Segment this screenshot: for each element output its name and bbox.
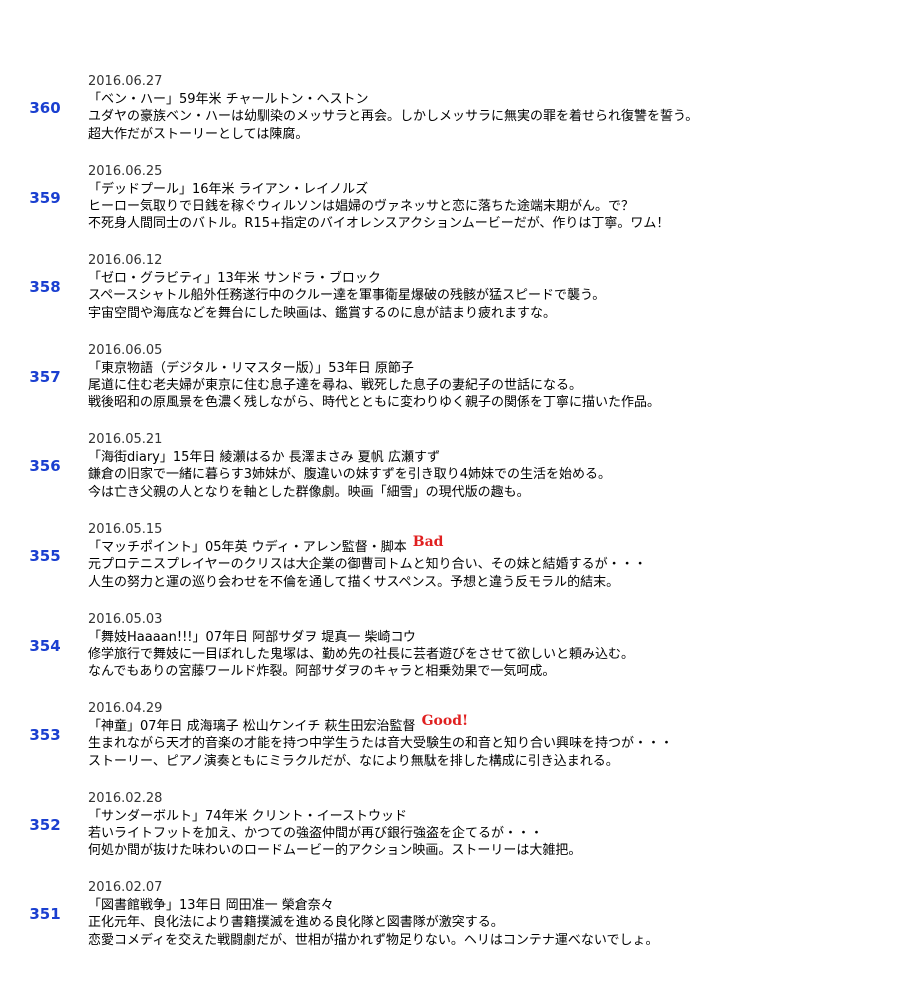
entry-date: 2016.06.27 [88,74,163,89]
entry-date: 2016.05.15 [88,522,163,537]
description-line: 修学旅行で舞妓に一目ぼれした鬼塚は、勤め先の社長に芸者遊びをさせて欲しいと頼み込… [88,646,635,662]
entry-number: 357 [29,367,61,386]
title-text: 「舞妓Haaaan!!!」07年日 阿部サダヲ 堤真一 柴崎コウ [88,629,416,645]
title-text: 「東京物語（デジタル・リマスター版）」53年日 原節子 [88,360,414,376]
rating-badge: Bad [412,534,444,550]
title-text: 「海街diary」15年日 綾瀬はるか 長澤まさみ 夏帆 広瀬すず [88,450,440,466]
description-line: スペースシャトル船外任務遂行中のクルー達を軍事衛星爆破の残骸が猛スピードで襲う。 [88,288,606,304]
title-text: 「デッドプール」16年米 ライアン・レイノルズ [88,181,369,197]
entry-title: 「ゼロ・グラビティ」13年米 サンドラ・ブロック [88,270,381,287]
entry-number: 358 [29,278,61,297]
description-line: 恋愛コメディを交えた戦闘劇だが、世相が描かれず物足りない。ヘリはコンテナ運べない… [88,932,659,948]
entry-number: 354 [29,636,61,655]
entry-date: 2016.04.29 [88,701,163,717]
description-line: 今は亡き父親の人となりを軸とした群像劇。映画「細雪」の現代版の趣も。 [88,484,530,500]
review-entry: 360 2016.06.27 「ベン・ハー」59年米 チャールトン・ヘストンユダヤの… [0,73,900,153]
entry-title: 「舞妓Haaaan!!!」07年日 阿部サダヲ 堤真一 柴崎コウ [88,629,416,646]
entry-number: 359 [29,188,61,207]
entry-date: 2016.06.12 [88,253,163,269]
review-entry: 354 2016.05.03 「舞妓Haaaan!!!」07年日 阿部サダヲ 堤真一… [0,611,900,691]
entry-number: 355 [29,547,61,565]
description-line: 人生の努力と運の巡り会わせを不倫を通して描くサスペンス。予想と違う反モラル的結末… [88,574,620,590]
entry-title: 「ベン・ハー」59年米 チャールトン・ヘストン [88,91,369,108]
review-entry: 359 2016.06.25 「デッドプール」16年米 ライアン・レイノルズ ヒーロー… [0,163,900,243]
title-text: 「ゼロ・グラビティ」13年米 サンドラ・ブロック [88,271,381,287]
entry-title: 「サンダーボルト」74年米 クリント・イーストウッド [88,808,407,825]
entry-date: 2016.05.21 [88,432,163,448]
review-entry: 351 2016.02.07 「図書館戦争」13年日 岡田准一 榮倉奈々 正化元年、良… [0,879,900,959]
entry-title: 「マッチポイント」05年英 ウディ・アレン監督・脚本 Bad [88,534,443,556]
entry-title: 「神童」07年日 成海璃子 松山ケンイチ 萩生田宏治監督 Good! [88,713,468,735]
description-line: ユダヤの豪族ベン・ハーは幼馴染のメッサラと再会。しかしメッサラに無実の罪を着せら… [88,109,699,124]
entry-date: 2016.06.05 [88,342,163,358]
entry-title: 「海街diary」15年日 綾瀬はるか 長澤まさみ 夏帆 広瀬すず [88,449,440,466]
description-line: 鎌倉の旧家で一緒に暮らす3姉妹が、腹違いの妹すずを引き取り4姉妹での生活を始める… [88,467,612,483]
entry-title: 「デッドプール」16年米 ライアン・レイノルズ [88,181,368,198]
entry-title: 「東京物語（デジタル・リマスター版）」53年日 原節子 [88,360,414,377]
description-line: 正化元年、良化法により書籍撲滅を進める良化隊と図書隊が激突する。 [88,915,504,931]
entry-number: 351 [29,905,61,924]
description-line: 宇宙空間や海底などを舞台にした映画は、鑑賞するのに息が詰まり疲れますな。 [88,305,557,321]
description-line: 不死身人間同士のバトル。R15+指定のバイオレンスアクションムービーだが、作りは… [88,216,670,232]
description-line: 生まれながら天才的音楽の才能を持つ中学生うたは音大受験生の和音と知り合い興味を持… [88,736,674,752]
review-entry: 356 2016.05.21 「海街diary」15年日 綾瀬はるか 長澤まさみ 夏… [0,431,900,511]
entry-date: 2016.02.28 [88,790,163,806]
title-text: 「神童」07年日 成海璃子 松山ケンイチ 萩生田宏治監督 [88,719,416,735]
review-entry: 358 2016.06.12 「ゼロ・グラビティ」13年米 サンドラ・ブロック スペー… [0,252,900,332]
description-line: 元プロテニスプレイヤーのクリスは大企業の御曹司トムと知り合い、その妹と結婚するが… [88,557,647,572]
entry-number: 352 [29,815,61,834]
entry-title: 「図書館戦争」13年日 岡田准一 榮倉奈々 [88,897,334,914]
description-line: ヒーロー気取りで日銭を稼ぐウィルソンは娼婦のヴァネッサと恋に落ちた途端末期がん。… [88,198,635,214]
review-entry: 353 2016.04.29 「神童」07年日 成海璃子 松山ケンイチ 萩生田宏治監… [0,700,900,780]
rating-badge: Good! [421,713,469,730]
title-text: 「サンダーボルト」74年米 クリント・イーストウッド [88,808,408,824]
description-line: 戦後昭和の原風景を色濃く残しながら、時代とともに変わりゆく親子の関係を丁寧に描い… [88,395,661,411]
description-line: 超大作だがストーリーとしては陳腐。 [88,126,309,142]
review-entry: 352 2016.02.28 「サンダーボルト」74年米 クリント・イーストウッド若… [0,790,900,870]
entry-number: 356 [29,457,61,476]
description-line: 何処か間が抜けた味わいのロードムービー的アクション映画。ストーリーは大雑把。 [88,843,582,859]
description-line: ストーリー、ピアノ演奏ともにミラクルだが、なにより無駄を排した構成に引き込まれる… [88,753,619,769]
entry-date: 2016.06.25 [88,163,163,179]
description-line: なんでもありの宮藤ワールド炸裂。阿部サダヲのキャラと相乗効果で一気呵成。 [88,664,556,680]
entry-date: 2016.02.07 [88,880,163,896]
title-text: 「ベン・ハー」59年米 チャールトン・ヘストン [88,92,369,107]
title-text: 「図書館戦争」13年日 岡田准一 榮倉奈々 [88,898,334,914]
description-line: 尾道に住む老夫婦が東京に住む息子達を尋ね、戦死した息子の妻紀子の世話になる。 [88,377,583,393]
review-entry: 357 2016.06.05 「東京物語（デジタル・リマスター版）」53年日 原節子… [0,342,900,422]
entry-number: 360 [29,99,61,117]
review-entry: 355 2016.05.15 「マッチポイント」05年英 ウディ・アレン監督・脚本 B… [0,521,900,601]
entry-number: 353 [29,726,61,745]
description-line: 若いライトフットを加え、かつての強盗仲間が再び銀行強盗を企てるが・・・ [88,825,544,841]
title-text: 「マッチポイント」05年英 ウディ・アレン監督・脚本 [88,540,407,555]
entry-date: 2016.05.03 [88,611,163,627]
